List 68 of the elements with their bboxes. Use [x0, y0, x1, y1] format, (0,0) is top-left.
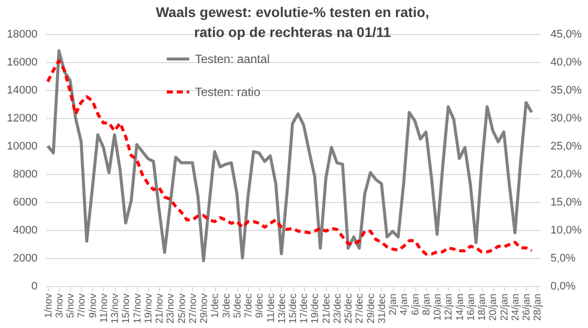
chart-title: Waals gewest: evolutie-% testen en ratio, ratio op de rechteras na 01/11 [156, 4, 430, 40]
y2-tick-label: 40,0% [550, 56, 582, 68]
y-tick-label: 10000 [6, 140, 38, 152]
x-tick-label: 5/nov [66, 294, 77, 318]
x-tick-label: 9/nov [88, 294, 99, 318]
y-tick-label: 4000 [13, 224, 38, 236]
x-tick-label: 9/dec [254, 294, 266, 318]
x-tick-label: 13/nov [110, 294, 122, 324]
y-tick-label: 8000 [13, 168, 38, 180]
y2-tick-label: 20,0% [550, 168, 582, 180]
x-tick-label: 1/dec [210, 294, 222, 318]
x-tick-label: 27/nov [188, 294, 199, 324]
x-tick-label: 22/jan [499, 294, 510, 321]
x-tick-label: 21/nov [154, 294, 166, 324]
x-tick-label: 24/jan [510, 294, 522, 321]
x-tick-label: 15/dec [288, 294, 299, 324]
x-tick-label: 11/nov [98, 294, 110, 323]
y-tick-label: 6000 [13, 196, 38, 208]
y-tick-label: 14000 [6, 84, 38, 96]
x-tick-label: 10/jan [432, 294, 444, 321]
y-tick-label: 2000 [13, 252, 38, 264]
x-tick-label: 6/jan [410, 294, 422, 316]
y-tick-label: 12000 [6, 112, 38, 124]
x-tick-label: 3/dec [221, 294, 232, 318]
x-tick-label: 21/dec [321, 294, 332, 324]
x-tick-label: 25/dec [344, 294, 355, 324]
x-tick-label: 2/jan [388, 294, 400, 316]
x-tick-label: 28/jan [532, 294, 544, 321]
x-tick-label: 31/dec [376, 294, 388, 324]
y2-tick-label: 5,0% [550, 252, 576, 264]
y2-tick-label: 45,0% [550, 28, 582, 40]
x-tick-label: 7/dec [244, 294, 255, 318]
x-tick-label: 25/nov [176, 294, 188, 324]
x-tick-label: 18/jan [477, 294, 488, 321]
x-tick-label: 27/dec [354, 294, 366, 324]
x-tick-label: 12/jan [444, 294, 455, 321]
y2-tick-label: 0,0% [550, 280, 576, 292]
x-tick-label: 17/nov [132, 294, 144, 324]
x-tick-label: 3/nov [54, 294, 66, 318]
y2-tick-label: 25,0% [550, 140, 582, 152]
y2-tick-label: 10,0% [550, 224, 582, 236]
x-tick-label: 19/nov [143, 294, 154, 324]
x-tick-label: 29/dec [366, 294, 377, 324]
x-tick-label: 1/nov [43, 294, 54, 318]
y2-tick-label: 30,0% [550, 112, 582, 124]
x-tick-label: 13/dec [276, 294, 288, 324]
y-tick-label: 0 [31, 280, 38, 292]
x-tick-label: 19/dec [310, 294, 322, 324]
x-tick-label: 26/jan [522, 294, 533, 321]
x-tick-label: 20/jan [488, 294, 500, 321]
x-tick-label: 4/jan [399, 294, 410, 316]
x-tick-label: 7/nov [76, 294, 88, 318]
x-tick-label: 16/jan [466, 294, 477, 321]
x-tick-label: 23/nov [166, 294, 177, 324]
x-tick-label: 23/dec [332, 294, 344, 324]
y-tick-label: 16000 [6, 56, 38, 68]
legend-label: Testen: ratio [195, 85, 261, 99]
x-tick-label: 5/dec [232, 294, 244, 318]
x-tick-label: 29/nov [199, 294, 210, 324]
x-tick-label: 15/nov [121, 294, 132, 324]
legend-label: Testen: aantal [195, 52, 270, 66]
x-tick-label: 8/jan [421, 294, 432, 316]
x-tick-label: 17/dec [299, 294, 310, 324]
x-tick-label: 11/dec [266, 294, 277, 323]
y2-tick-label: 35,0% [550, 84, 582, 96]
y-tick-label: 18000 [6, 28, 38, 40]
x-tick-label: 14/jan [454, 294, 466, 321]
y2-tick-label: 15,0% [550, 196, 582, 208]
